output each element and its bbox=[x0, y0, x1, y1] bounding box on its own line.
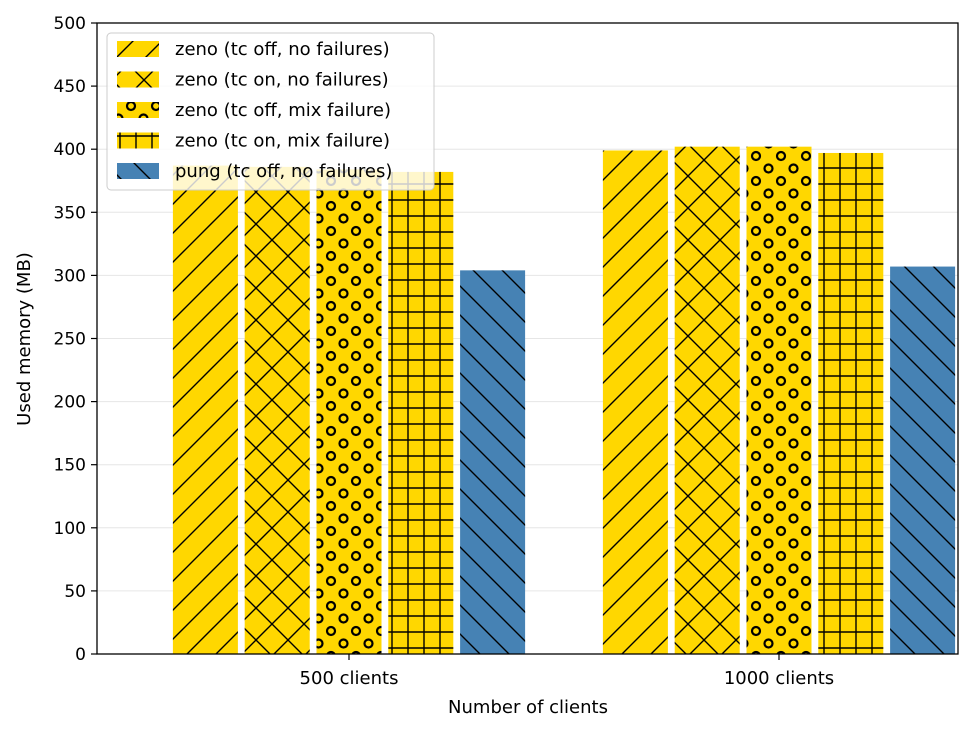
legend: zeno (tc off, no failures) zeno (tc on, n… bbox=[106, 32, 435, 191]
bar-hatch-s3-c0 bbox=[388, 171, 454, 654]
legend-box bbox=[106, 32, 435, 191]
legend-swatch-hatch-3 bbox=[117, 132, 159, 149]
y-tick-label-4: 200 bbox=[54, 393, 86, 413]
x-axis-label: Number of clients bbox=[448, 697, 608, 718]
bar-hatch-s3-c1 bbox=[818, 152, 884, 654]
y-tick-label-10: 500 bbox=[54, 14, 86, 34]
x-tick-label-1: 1000 clients bbox=[724, 668, 834, 689]
bar-hatch-s1-c1 bbox=[674, 146, 740, 654]
x-tick-label-0: 500 clients bbox=[300, 668, 399, 689]
y-tick-label-8: 400 bbox=[54, 140, 86, 160]
y-tick-label-1: 50 bbox=[64, 582, 86, 602]
bar-hatch-s1-c0 bbox=[244, 166, 310, 655]
y-tick-label-0: 0 bbox=[75, 645, 86, 665]
bar-hatch-s0-c0 bbox=[172, 165, 238, 654]
y-tick-label-6: 300 bbox=[54, 266, 86, 286]
legend-swatch-hatch-4 bbox=[117, 163, 159, 179]
legend-swatch-hatch-1 bbox=[117, 71, 159, 88]
y-tick-label-2: 100 bbox=[54, 519, 86, 539]
y-axis-label: Used memory (MB) bbox=[14, 252, 35, 426]
bar-hatch-s4-c1 bbox=[890, 266, 956, 654]
legend-swatch-hatch-0 bbox=[117, 41, 159, 57]
y-tick-label-9: 450 bbox=[54, 77, 86, 97]
bar-hatch-s4-c0 bbox=[460, 270, 526, 654]
legend-label-2: zeno (tc off, mix failure) bbox=[175, 100, 391, 121]
legend-label-3: zeno (tc on, mix failure) bbox=[175, 131, 390, 152]
legend-label-4: pung (tc off, no failures) bbox=[175, 161, 392, 182]
y-tick-label-5: 250 bbox=[54, 330, 86, 350]
bar-hatch-s0-c1 bbox=[602, 150, 668, 654]
bar-hatch-s2-c1 bbox=[746, 146, 812, 654]
bars bbox=[172, 146, 956, 655]
bar-hatch-s2-c0 bbox=[316, 169, 382, 654]
legend-label-1: zeno (tc on, no failures) bbox=[175, 70, 389, 91]
y-tick-label-7: 350 bbox=[54, 203, 86, 223]
axes: 0 50 100 150 200 250 300 350 400 450 500 500 client… bbox=[54, 14, 959, 689]
legend-swatch-hatch-2 bbox=[117, 102, 159, 118]
legend-label-0: zeno (tc off, no failures) bbox=[175, 39, 390, 60]
y-tick-label-3: 150 bbox=[54, 456, 86, 476]
